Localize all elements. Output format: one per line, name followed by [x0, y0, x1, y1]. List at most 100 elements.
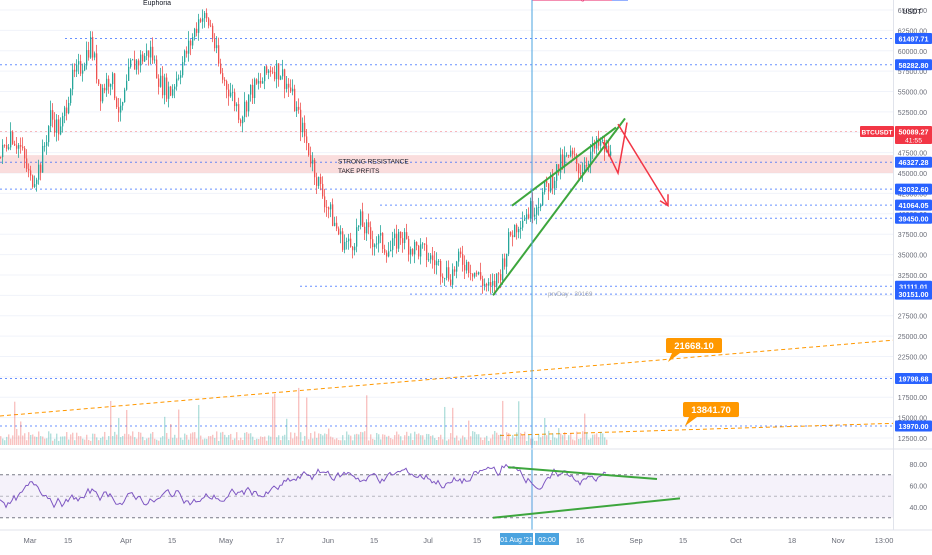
volume-bar — [286, 418, 288, 445]
green-channel-lower — [492, 117, 626, 296]
price-label-text: 61497.71 — [899, 35, 929, 44]
volume-bar — [164, 416, 166, 445]
volume-bar — [550, 439, 552, 445]
price-label-text: 41064.05 — [899, 201, 929, 210]
volume-bar — [314, 431, 316, 445]
candle-body — [312, 159, 314, 164]
date-tick-label: May — [219, 536, 233, 545]
volume-bar — [500, 434, 502, 445]
volume-bar — [180, 437, 182, 445]
candle-body — [170, 86, 172, 96]
candle-body — [344, 241, 346, 250]
candle-body — [592, 142, 594, 152]
candle-body — [108, 78, 110, 87]
volume-bar — [350, 435, 352, 445]
volume-bar — [544, 417, 546, 445]
date-tick-label: Nov — [831, 536, 845, 545]
candle-body — [302, 122, 304, 133]
volume-bar — [496, 432, 498, 445]
candle-body — [536, 207, 538, 215]
candle-body — [398, 231, 400, 249]
candle-body — [444, 277, 446, 279]
volume-bar — [528, 434, 530, 445]
volume-bar — [104, 431, 106, 445]
candle-body — [6, 145, 8, 149]
volume-bar — [42, 436, 44, 445]
volume-bar — [518, 401, 520, 445]
price-label-box — [895, 288, 932, 300]
callout-13841-text: 13841.70 — [691, 405, 731, 416]
volume-bar — [484, 437, 486, 445]
volume-bar — [218, 440, 220, 445]
candle-body — [496, 273, 498, 287]
volume-bar — [356, 433, 358, 445]
candle-body — [74, 69, 76, 72]
candle-body — [30, 170, 32, 176]
price-label-text: 30151.00 — [899, 290, 929, 299]
price-tick-label: 15000.00 — [898, 416, 927, 423]
volume-bar — [258, 438, 260, 445]
volume-bar — [458, 440, 460, 445]
candle-body — [410, 249, 412, 255]
volume-bar — [438, 436, 440, 445]
candle-body — [186, 50, 188, 54]
volume-bar — [328, 428, 330, 445]
candle-body — [380, 233, 382, 236]
volume-bar — [224, 434, 226, 445]
candle-body — [318, 176, 320, 186]
candle-body — [262, 81, 264, 84]
candle-body — [476, 272, 478, 275]
volume-bar — [412, 440, 414, 445]
crosshair-date-box — [500, 533, 533, 545]
volume-bar — [216, 431, 218, 445]
volume-bar — [576, 431, 578, 445]
price-label: 41064.05 — [895, 199, 932, 211]
candle-body — [330, 204, 332, 210]
candle-body — [232, 92, 234, 94]
volume-bar — [226, 437, 228, 445]
volume-bar — [72, 432, 74, 445]
volume-bar — [590, 438, 592, 445]
volume-bar — [118, 418, 120, 445]
volume-bar — [440, 434, 442, 445]
candle-body — [228, 89, 230, 97]
candle-body — [534, 214, 536, 217]
volume-bar — [232, 439, 234, 445]
candle-body — [544, 180, 546, 193]
volume-bar — [452, 407, 454, 445]
volume-bar — [508, 433, 510, 445]
volume-bar — [120, 437, 122, 445]
volume-bar — [342, 435, 344, 445]
candle-body — [62, 116, 64, 127]
candle-body — [418, 245, 420, 257]
candle-body — [422, 243, 424, 245]
volume-bar — [146, 438, 148, 445]
candle-body — [332, 204, 334, 226]
candle-body — [32, 175, 34, 187]
volume-bar — [268, 435, 270, 445]
candle-body — [508, 232, 510, 254]
candlestick-series — [0, 8, 612, 295]
volume-bar — [194, 432, 196, 445]
candle-body — [18, 145, 20, 149]
candle-body — [112, 73, 114, 85]
volume-bar — [184, 433, 186, 445]
candle-body — [212, 25, 214, 39]
volume-bar — [504, 440, 506, 445]
price-label-text: 58282.80 — [899, 61, 929, 70]
volume-bar — [170, 424, 172, 445]
volume-bar — [352, 440, 354, 445]
volume-bar — [512, 434, 514, 445]
rsi-lower-trendline — [492, 497, 681, 519]
volume-bar — [294, 432, 296, 445]
candle-body — [428, 259, 430, 261]
volume-bar — [362, 432, 364, 445]
volume-bar — [560, 433, 562, 445]
candle-body — [600, 140, 602, 146]
volume-bar — [340, 440, 342, 445]
price-tick-label: 42500.00 — [898, 191, 927, 198]
candle-body — [162, 75, 164, 96]
volume-bar — [456, 435, 458, 445]
candle-body — [578, 163, 580, 174]
